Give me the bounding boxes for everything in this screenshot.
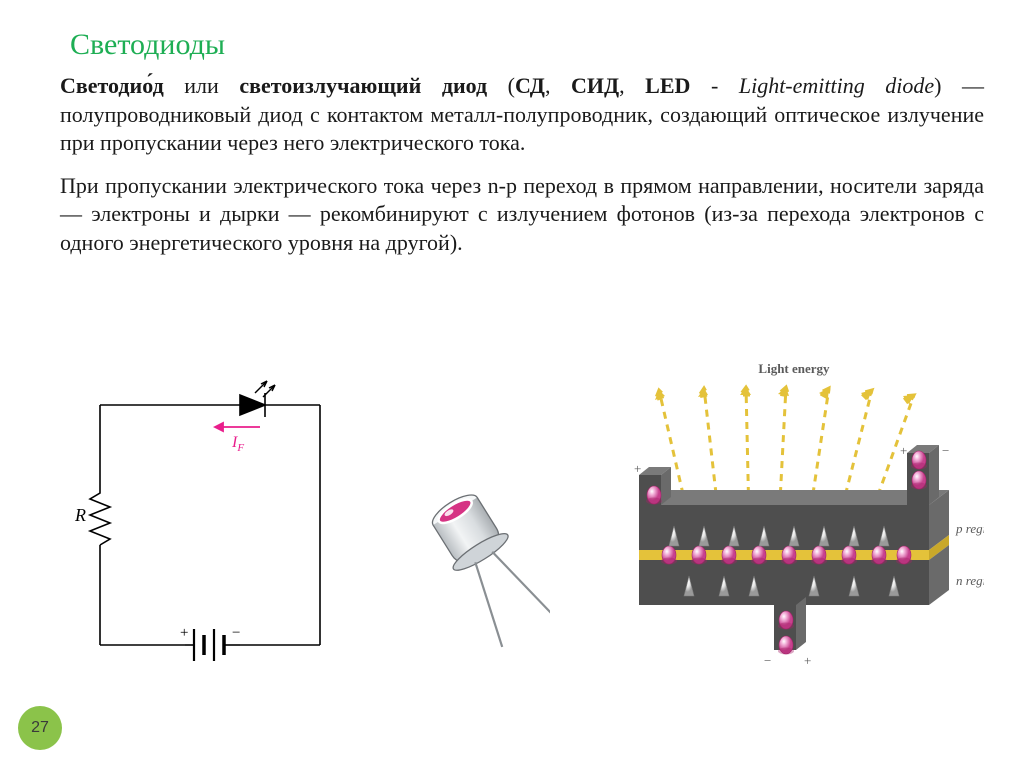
pn-junction-diagram: Light energy [604, 355, 984, 685]
current-sub: F [236, 442, 244, 454]
battery-plus: + [180, 625, 188, 641]
battery-minus: − [232, 625, 240, 641]
text: или [164, 73, 240, 98]
abbr-led: LED [645, 73, 690, 98]
paragraph-2: При пропускании электрического тока чере… [60, 172, 984, 258]
svg-text:IF: IF [231, 434, 244, 454]
slide-title: Светодиоды [70, 28, 984, 62]
paragraph-1: Светодио́д или светоизлучающий диод (СД,… [60, 72, 984, 158]
page-number-badge: 27 [18, 706, 62, 750]
pn-plus-top2: + [900, 443, 907, 458]
term-led-ru2: светоизлучающий диод [239, 73, 487, 98]
n-region-label: n region [956, 573, 984, 588]
pn-plus-bot: + [804, 653, 811, 668]
text: , [545, 73, 571, 98]
pn-plus-top: + [634, 461, 641, 476]
text: ( [487, 73, 515, 98]
resistor-label: R [74, 505, 86, 525]
text: - [690, 73, 738, 98]
term-led-en: Light-emitting diode [739, 73, 934, 98]
abbr-sd: СД [515, 73, 545, 98]
led-physical-icon [390, 455, 550, 655]
abbr-sid: СИД [571, 73, 619, 98]
circuit-diagram: IF R + − [60, 375, 340, 675]
text: , [619, 73, 645, 98]
pn-minus-top: − [942, 443, 949, 458]
pn-minus-bot: − [764, 653, 771, 668]
p-region-label: p region [955, 521, 984, 536]
term-led-ru1: Светодио́д [60, 73, 164, 98]
pn-title: Light energy [758, 361, 830, 376]
